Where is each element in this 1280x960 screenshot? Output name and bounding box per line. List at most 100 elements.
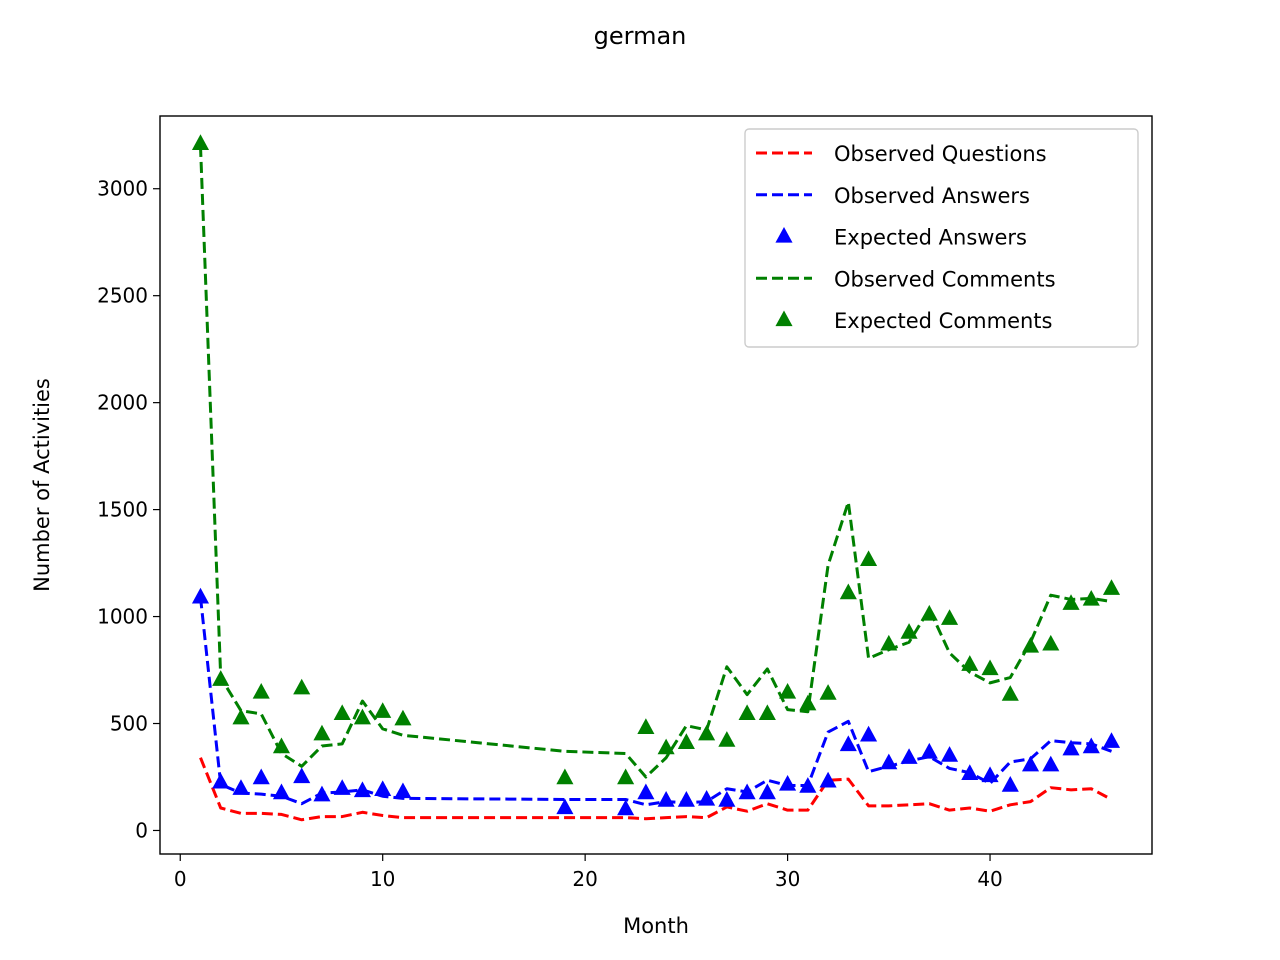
expected-answers-marker (556, 798, 574, 815)
expected-comments-marker (779, 682, 797, 699)
y-tick-label: 0 (135, 818, 148, 842)
x-axis: 0 10 20 30 40 (174, 854, 1003, 891)
expected-answers-marker (637, 783, 655, 800)
expected-answers-marker (961, 764, 979, 780)
expected-comments-marker (920, 604, 938, 621)
expected-answers-marker (1021, 755, 1040, 772)
y-tick-label: 1500 (97, 498, 148, 522)
y-tick-label: 2500 (97, 284, 148, 308)
legend: Observed Questions Observed Answers Expect… (744, 128, 1139, 348)
legend-marker-swatch (775, 310, 793, 327)
legend-label: Observed Answers (834, 184, 1030, 208)
expected-answers-marker (981, 766, 999, 783)
expected-comments-marker (293, 678, 311, 695)
expected-comments-marker (556, 768, 574, 785)
chart-title: german (594, 22, 687, 50)
expected-comments-marker (860, 550, 878, 567)
expected-answers-marker (941, 746, 959, 762)
expected-comments-marker (313, 724, 331, 741)
expected-answers-marker (191, 587, 210, 604)
expected-answers-marker (839, 735, 857, 752)
expected-comments-marker (961, 655, 979, 671)
legend-label: Expected Comments (834, 309, 1052, 333)
expected-comments-marker (232, 708, 250, 725)
y-tick-label: 2000 (97, 391, 148, 415)
expected-answers-marker (779, 774, 797, 791)
expected-comments-marker (353, 708, 371, 725)
series-observed-questions (199, 757, 1113, 822)
expected-comments-marker (191, 134, 210, 150)
expected-answers-marker (313, 785, 331, 802)
expected-answers-marker (799, 777, 817, 793)
expected-comments-marker (677, 733, 695, 749)
expected-answers-marker (718, 791, 736, 807)
expected-answers-marker (1102, 732, 1121, 748)
expected-comments-marker (718, 731, 736, 747)
expected-answers-marker (353, 781, 371, 798)
legend-label: Observed Questions (834, 142, 1047, 166)
expected-comments-marker (819, 684, 837, 700)
expected-answers-marker (698, 789, 716, 806)
expected-answers-marker (272, 783, 291, 800)
expected-answers-marker (860, 725, 878, 742)
series-layer (191, 134, 1121, 822)
expected-comments-marker (394, 709, 412, 726)
expected-answers-marker (657, 791, 675, 807)
legend-item: Observed Answers (756, 184, 1030, 208)
expected-comments-marker (941, 609, 959, 625)
expected-answers-marker (738, 783, 756, 800)
expected-answers-marker (1001, 776, 1019, 792)
expected-comments-marker (1102, 579, 1121, 595)
expected-answers-marker (394, 782, 412, 799)
expected-answers-marker (1062, 739, 1080, 756)
legend-box (744, 128, 1139, 348)
expected-comments-marker (272, 737, 291, 754)
expected-comments-marker (738, 704, 756, 721)
expected-comments-marker (880, 634, 898, 651)
expected-answers-marker (900, 748, 918, 764)
series-observed-comments (198, 145, 1112, 779)
expected-answers-marker (617, 799, 635, 816)
expected-comments-marker (657, 738, 675, 755)
expected-comments-marker (900, 623, 918, 639)
expected-comments-marker (1021, 637, 1040, 653)
observed-questions-line (199, 757, 1113, 822)
expected-comments-marker (1082, 589, 1100, 606)
expected-comments-marker (1062, 594, 1080, 610)
legend-item: Expected Answers (775, 226, 1027, 250)
y-tick-label: 1000 (97, 605, 148, 629)
expected-comments-marker (212, 670, 230, 686)
expected-comments-marker (799, 694, 817, 711)
expected-comments-marker (839, 583, 857, 600)
expected-answers-marker (758, 783, 776, 800)
expected-comments-marker (333, 704, 351, 721)
expected-comments-marker (1042, 634, 1060, 651)
y-axis: 0 500 1000 1500 2000 2500 3000 (97, 177, 160, 842)
legend-label: Expected Answers (834, 226, 1027, 250)
expected-answers-marker (880, 753, 898, 770)
x-axis-label: Month (623, 914, 689, 938)
expected-answers-marker (374, 780, 392, 797)
x-tick-label: 10 (370, 867, 395, 891)
x-tick-label: 40 (977, 867, 1002, 891)
expected-answers-marker (1082, 737, 1100, 754)
axes-frame (159, 115, 1153, 855)
series-expected-answers (191, 587, 1121, 816)
expected-answers-marker (252, 768, 270, 785)
expected-answers-marker (293, 767, 311, 784)
x-tick-label: 0 (174, 867, 187, 891)
x-tick-label: 20 (572, 867, 597, 891)
legend-item: Expected Comments (775, 309, 1052, 333)
expected-comments-marker (374, 702, 392, 718)
expected-answers-marker (920, 742, 938, 759)
expected-answers-marker (677, 791, 695, 807)
expected-answers-marker (212, 772, 230, 789)
expected-comments-marker (637, 718, 655, 734)
series-expected-comments (191, 134, 1121, 785)
expected-comments-marker (617, 768, 635, 785)
expected-answers-marker (232, 779, 250, 795)
expected-answers-marker (333, 779, 351, 795)
x-tick-label: 30 (775, 867, 800, 891)
legend-label: Observed Comments (834, 267, 1056, 291)
